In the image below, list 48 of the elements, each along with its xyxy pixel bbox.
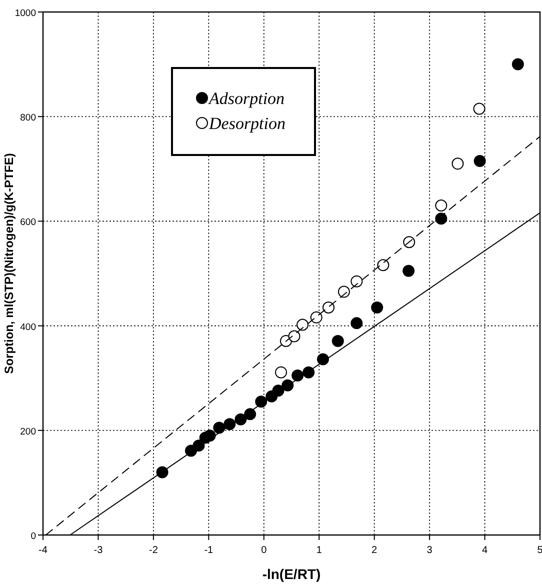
y-tick-label: 400	[20, 322, 36, 333]
point	[473, 102, 486, 115]
point	[204, 430, 216, 442]
point	[275, 366, 288, 378]
point	[296, 318, 309, 331]
point	[377, 259, 390, 272]
point	[435, 212, 448, 225]
point	[512, 58, 524, 70]
point	[350, 275, 363, 288]
x-tick-label: -4	[38, 545, 48, 556]
y-tick-label: 800	[20, 112, 36, 124]
point	[316, 353, 329, 366]
point	[402, 264, 415, 277]
x-tick-label: -1	[204, 545, 214, 556]
point	[282, 379, 294, 392]
x-axis-title: -ln(E/RT)	[262, 566, 321, 582]
point	[224, 418, 236, 430]
point	[255, 396, 268, 408]
y-tick-label: 0	[30, 531, 36, 542]
x-tick-label: 4	[482, 545, 488, 556]
x-tick-label: 2	[372, 545, 378, 556]
y-tick-label: 600	[20, 217, 36, 228]
point	[244, 408, 256, 420]
x-tick-label: 3	[426, 545, 433, 556]
x-tick-label: 5	[537, 545, 542, 556]
y-axis-title: Sorption, ml(STP)(Nitrogen)/g(K-PTFE)	[2, 153, 16, 374]
point	[292, 369, 304, 382]
legend-label: Adsorption	[208, 89, 285, 108]
point	[338, 286, 350, 298]
x-tick-label: 0	[261, 545, 268, 556]
y-tick-label: 200	[20, 426, 36, 438]
point	[371, 301, 384, 314]
point	[435, 200, 448, 212]
x-tick-label: -3	[94, 545, 104, 556]
point	[288, 330, 300, 342]
point	[332, 334, 344, 347]
point	[474, 155, 486, 168]
legend-label: Desorption	[208, 114, 286, 133]
point	[302, 366, 315, 378]
point	[403, 236, 416, 248]
point	[452, 158, 464, 170]
x-tick-label: -2	[148, 545, 158, 556]
x-tick-label: 1	[316, 545, 322, 556]
point	[350, 317, 363, 330]
point	[213, 422, 226, 434]
point	[310, 311, 322, 324]
point	[322, 301, 334, 314]
y-tick-label: 1000	[14, 8, 36, 19]
